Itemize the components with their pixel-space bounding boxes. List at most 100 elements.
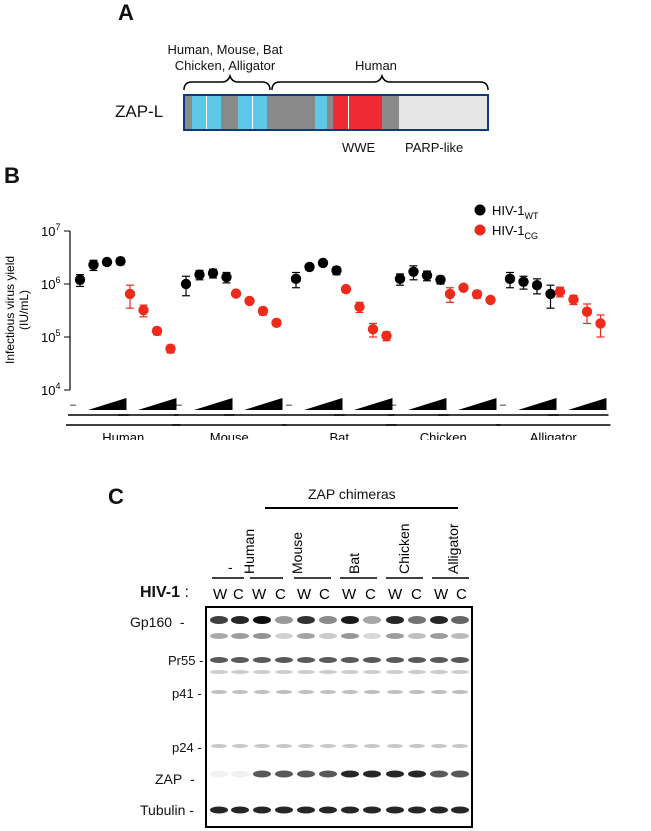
dose-minus-mouse-0: – [176,399,183,411]
lane-group-labels: - Human Mouse Bat Chicken Alligator [212,523,469,579]
dose-minus-bat-0: – [286,399,293,411]
band-pr55b-8 [386,670,404,674]
group-label-alligator: Alligator [530,430,578,440]
band-gp160-2 [253,616,271,624]
band-p24-3 [276,744,292,748]
band-tubulin-9 [408,806,426,814]
zap-seg-light [399,95,488,130]
band-p41-10 [431,690,447,694]
legend-wt-label: HIV-1WT [492,203,539,221]
band-p41-9 [409,690,425,694]
point-alligator-wt-3 [545,288,556,300]
band-p24-9 [409,744,425,748]
band-pr55-0 [210,657,228,663]
human-brace [271,73,489,91]
band-gp160b-7 [363,633,381,639]
lane-w-4: W [342,586,357,603]
band-pr55b-1 [231,670,249,674]
hiv-label: HIV-1 [140,584,181,601]
species-group-line2: Chicken, Alligator [174,58,276,73]
dose-minus-chicken-1: – [440,399,447,411]
y-tick-label-7: 107 [41,222,60,239]
band-p41-6 [342,690,358,694]
point-chicken-cg-1 [458,282,469,293]
lane-c-3: C [319,586,330,603]
band-pr55b-7 [363,670,381,674]
zap-seg-gray-5 [382,95,399,130]
band-p24-1 [232,744,248,748]
band-gp160b-6 [341,633,359,639]
point-alligator-wt-2 [531,279,543,291]
band-tubulin-1 [231,806,249,814]
point-chicken-wt-3 [435,274,446,286]
band-tubulin-2 [253,806,271,814]
point-alligator-cg-1 [568,294,579,305]
band-pr55-7 [363,657,381,663]
band-gp160b-5 [319,633,337,639]
lane-w-6: W [434,586,449,603]
band-pr55-4 [297,657,315,663]
zap-seg-cyan-2 [207,95,221,130]
row-label-zap: ZAP - [155,771,195,787]
band-gp160-10 [430,616,448,624]
band-zap-4 [297,770,315,778]
band-zap-6 [341,770,359,778]
band-pr55b-10 [430,670,448,674]
point-bat-wt-1 [304,261,315,273]
row-label-tubulin: Tubulin - [140,802,194,818]
lane-label-bat: Bat [346,553,362,574]
zap-seg-cyan-4 [253,95,267,130]
lane-c-2: C [275,586,286,603]
point-chicken-wt-2 [421,270,433,281]
band-p24-7 [364,744,380,748]
zap-seg-red-2 [349,95,382,130]
y-axis-label-line1: Infectious virus yield [3,256,17,364]
lane-w-5: W [388,586,403,603]
point-mouse-cg-2 [257,305,269,317]
band-tubulin-11 [451,806,469,814]
legend-cg-marker [474,224,486,236]
point-human-cg-2 [151,325,163,337]
dose-wedge-bat-0 [304,398,343,410]
legend-cg-label: HIV-1CG [492,223,538,241]
band-pr55-1 [231,657,249,663]
point-bat-wt-2 [317,257,329,269]
wwe-label: WWE [342,140,376,155]
point-mouse-wt-3 [221,271,232,283]
band-pr55-2 [253,657,271,663]
group-label-mouse: Mouse [210,430,249,440]
band-tubulin-0 [210,806,228,814]
band-tubulin-7 [363,806,381,814]
row-label-p41: p41 - [172,686,202,701]
point-chicken-cg-3 [485,294,496,306]
zap-seg-cyan-5 [315,95,327,130]
point-chicken-cg-2 [471,289,483,300]
dose-wedge-human-0 [88,398,127,410]
band-gp160b-10 [430,633,448,639]
band-p41-2 [254,690,270,694]
band-tubulin-5 [319,806,337,814]
band-gp160-7 [363,616,381,624]
lane-c-5: C [411,586,422,603]
dose-minus-human-0: – [70,399,77,411]
dose-minus-mouse-1: – [226,399,233,411]
point-human-wt-2 [101,256,113,268]
band-pr55-6 [341,657,359,663]
point-alligator-cg-2 [581,306,593,317]
dose-minus-alligator-0: – [500,399,507,411]
band-zap-0 [210,770,228,778]
group-label-bat: Bat [329,430,349,440]
band-tubulin-3 [275,806,293,814]
band-zap-2 [253,770,271,778]
blot-divider-3 [207,788,471,790]
band-pr55b-4 [297,670,315,674]
band-p41-8 [387,690,403,694]
band-gp160-4 [297,616,315,624]
virus-yield-chart: 107 106 105 104 Infectious virus yield (… [3,203,611,440]
band-pr55b-6 [341,670,359,674]
band-p24-0 [211,744,227,748]
row-label-gp160: Gp160 - [130,614,185,630]
group-label-human: Human [102,430,144,440]
dose-wedge-human-1 [138,398,177,410]
lane-w-1: W [213,586,228,603]
